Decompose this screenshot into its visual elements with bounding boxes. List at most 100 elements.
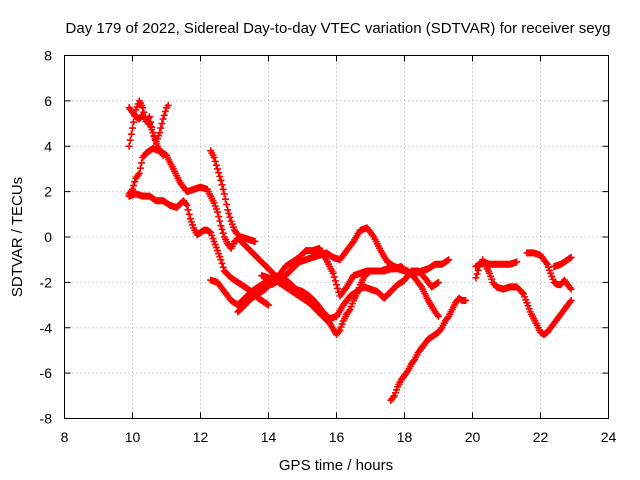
data-point (216, 217, 224, 225)
x-tick-label: 8 (61, 429, 69, 445)
data-point (335, 328, 343, 336)
data-point (542, 259, 550, 267)
x-tick-label: 18 (397, 429, 413, 445)
data-point (444, 314, 452, 322)
data-point (139, 104, 147, 112)
x-tick-label: 14 (261, 429, 277, 445)
data-point (164, 101, 172, 109)
data-point (218, 259, 226, 267)
data-point (251, 238, 259, 246)
data-point (369, 231, 377, 239)
x-tick-label: 24 (601, 429, 617, 445)
data-point (435, 312, 442, 320)
data-point (219, 185, 227, 193)
series-arc-10 (472, 256, 575, 339)
data-point (333, 281, 340, 289)
data-point (134, 171, 142, 179)
data-point (219, 229, 227, 237)
data-point (445, 256, 453, 264)
data-point (126, 136, 134, 144)
data-point (149, 129, 157, 137)
x-tick-label: 10 (125, 429, 141, 445)
data-point (136, 164, 144, 172)
data-point (473, 270, 481, 278)
data-point (215, 213, 223, 221)
data-point (159, 115, 167, 123)
data-point (159, 151, 167, 159)
data-point (212, 161, 220, 169)
data-point (125, 142, 133, 150)
data-point (158, 120, 166, 128)
x-tick-labels: 8 10 12 14 16 18 20 22 24 (61, 429, 617, 445)
y-tick-label: 0 (44, 229, 52, 245)
data-point (331, 277, 339, 285)
data-point (518, 289, 526, 297)
series-arc-1 (125, 145, 259, 252)
data-point (401, 267, 408, 275)
data-point (217, 222, 225, 230)
data-point (157, 124, 165, 132)
y-tick-label: 2 (44, 184, 52, 200)
data-point (330, 273, 338, 281)
data-point (218, 181, 226, 189)
data-point (138, 159, 146, 167)
data-point (158, 150, 166, 158)
data-point (223, 200, 231, 208)
y-tick-label: 4 (44, 138, 52, 154)
data-point (217, 176, 225, 184)
data-point (185, 210, 193, 218)
data-point (130, 118, 138, 126)
series-arc-9 (387, 294, 470, 404)
x-tick-label: 20 (465, 429, 481, 445)
x-tick-label: 12 (193, 429, 209, 445)
data-point (567, 285, 575, 293)
data-point (211, 157, 219, 165)
y-tick-label: -8 (40, 411, 53, 427)
data-point (210, 154, 218, 162)
data-point (567, 297, 575, 305)
x-tick-label: 22 (533, 429, 549, 445)
data-point (233, 229, 241, 237)
data-point (183, 201, 191, 209)
series-arc-13 (550, 253, 575, 270)
data-point (265, 301, 272, 309)
data-point (513, 258, 521, 266)
y-tick-label: -6 (40, 365, 53, 381)
y-tick-label: 6 (44, 93, 52, 109)
series-arc-4 (125, 104, 167, 159)
y-axis-title: SDTVAR / TECUs (9, 177, 26, 297)
data-point (334, 284, 342, 292)
data-point (567, 253, 575, 261)
plot-frame (64, 55, 609, 419)
data-point (219, 263, 227, 271)
data-point (135, 169, 143, 177)
chart-title: Day 179 of 2022, Sidereal Day-to-day VTE… (66, 20, 611, 37)
data-point (566, 284, 574, 292)
data-point (225, 210, 233, 218)
data-point (403, 368, 411, 376)
data-point (160, 111, 168, 119)
data-point (566, 298, 574, 306)
data-point (221, 195, 229, 203)
data-point (472, 274, 480, 282)
data-point (129, 124, 136, 132)
data-point (127, 130, 135, 138)
y-tick-label: -4 (40, 320, 53, 336)
data-point (214, 208, 221, 216)
data-point (435, 278, 442, 286)
data-point (345, 307, 353, 315)
x-axis-title: GPS time / hours (279, 457, 393, 474)
data-point (416, 281, 424, 289)
data-points (125, 97, 575, 404)
data-point (215, 169, 223, 177)
data-point (433, 311, 441, 319)
data-point (220, 190, 228, 198)
data-point (462, 297, 470, 305)
y-tick-label: -2 (40, 274, 53, 290)
x-tick-label: 16 (329, 429, 345, 445)
data-point (217, 256, 225, 264)
series-arc-12 (523, 249, 575, 293)
data-point (389, 393, 397, 401)
data-point (437, 325, 445, 333)
